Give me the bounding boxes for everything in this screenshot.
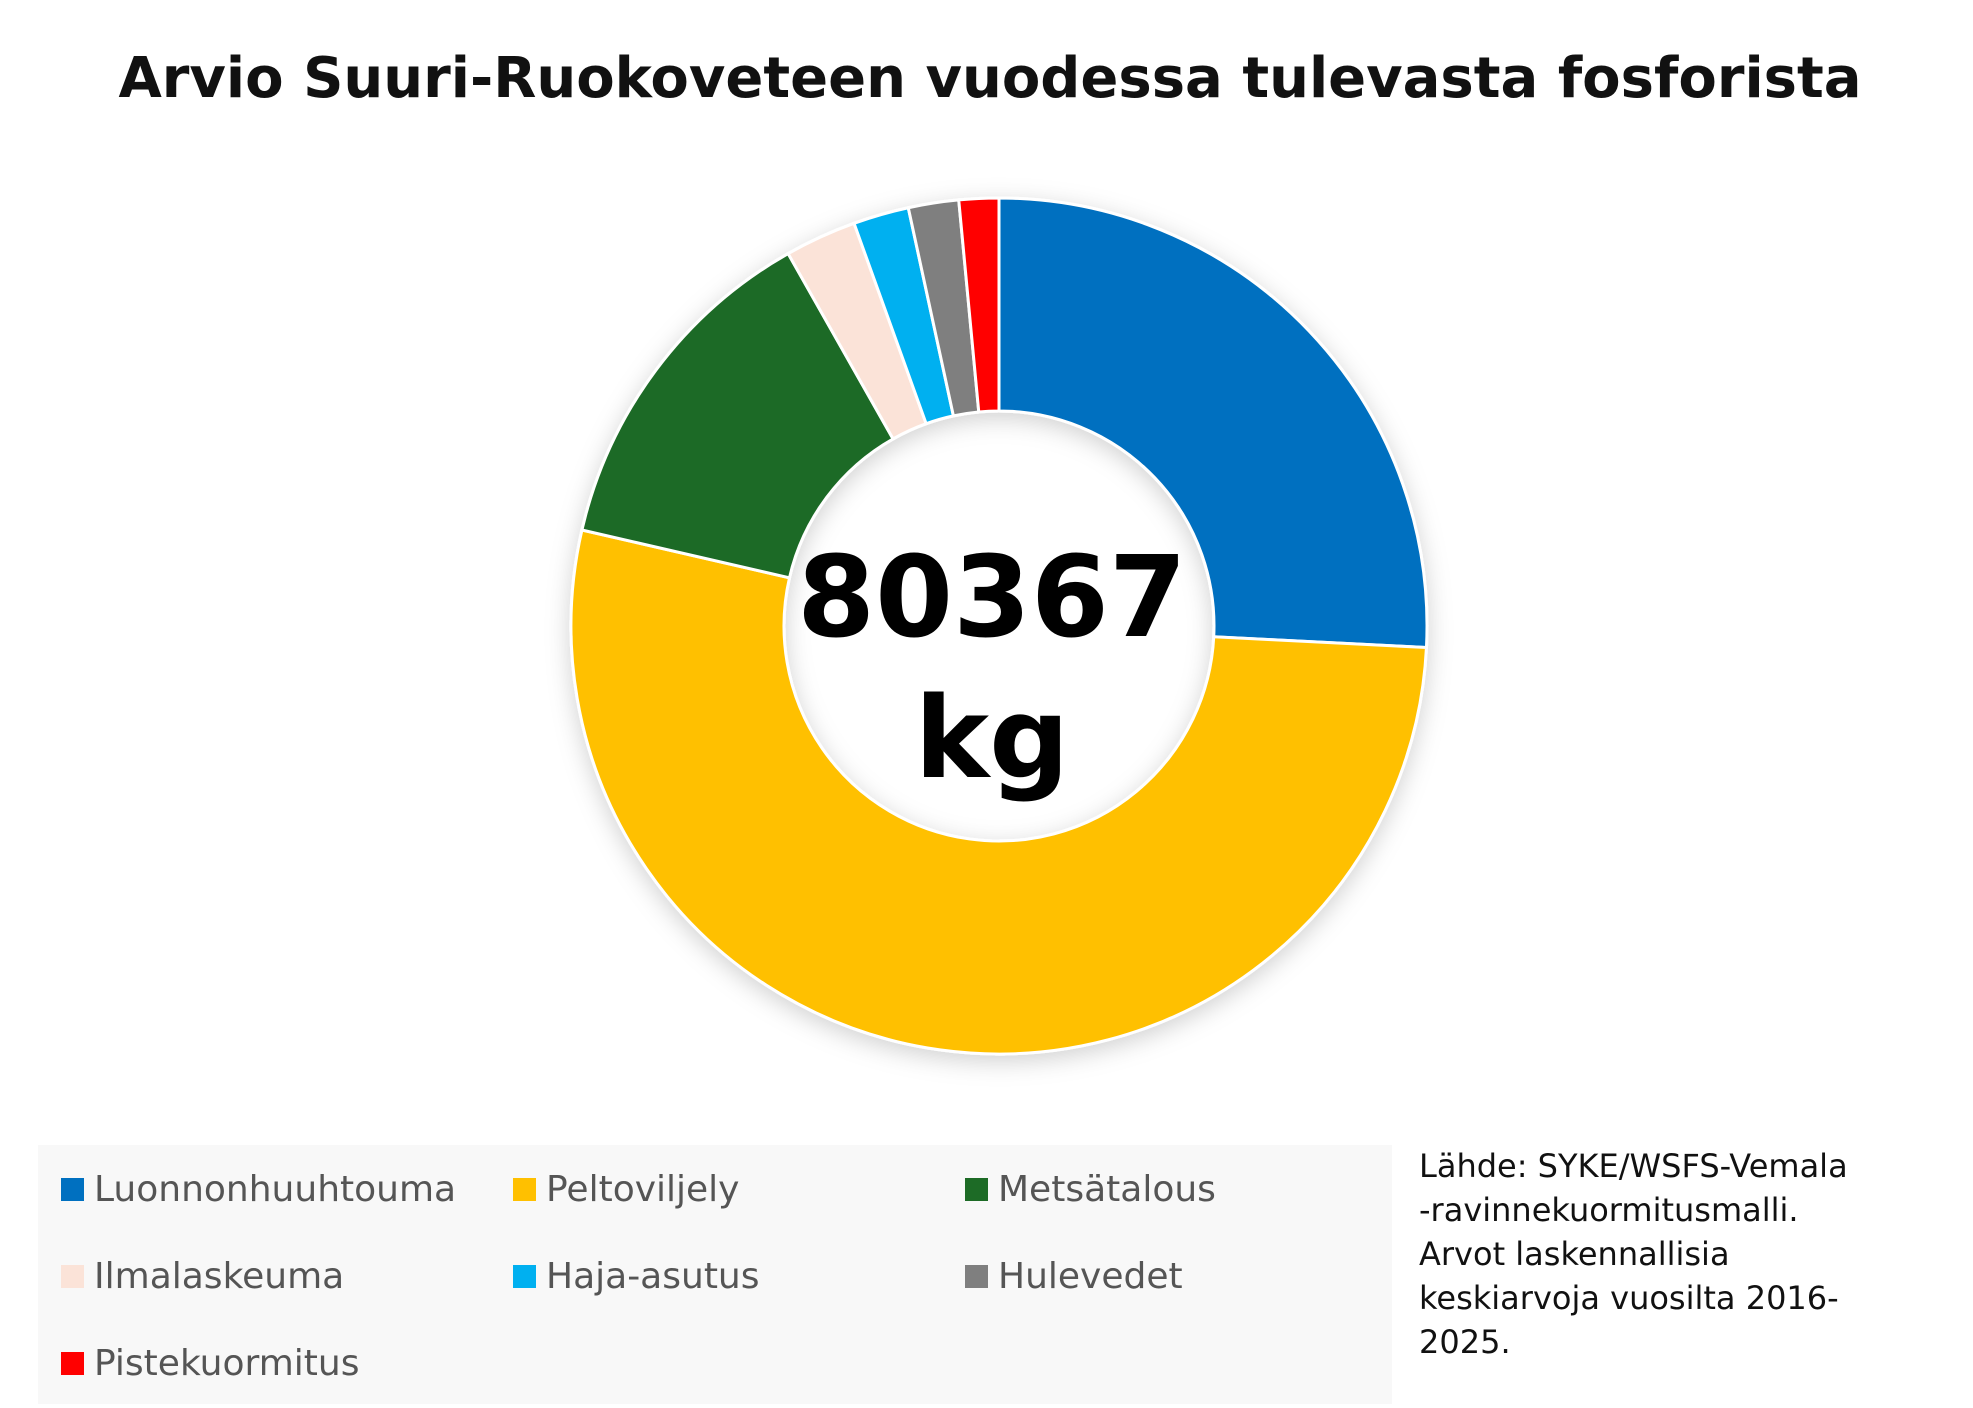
legend-label: Luonnonhuuhtouma xyxy=(94,1169,456,1210)
legend-label: Peltoviljely xyxy=(546,1169,739,1210)
legend-swatch xyxy=(965,1265,988,1288)
note-line: keskiarvoja vuosilta 2016- xyxy=(1419,1279,1839,1317)
donut-segment xyxy=(957,196,1001,414)
donut-segment xyxy=(580,251,896,580)
donut-segment xyxy=(569,528,1429,1056)
legend-swatch xyxy=(61,1178,84,1201)
donut-segment xyxy=(997,196,1429,650)
legend-label: Hulevedet xyxy=(998,1256,1183,1297)
center-value: 80367 xyxy=(797,533,1187,663)
center-unit: kg xyxy=(915,674,1070,804)
legend-label: Pistekuormitus xyxy=(94,1343,359,1384)
donut xyxy=(569,196,1429,1056)
legend-swatch xyxy=(61,1265,84,1288)
legend-swatch xyxy=(513,1265,536,1288)
legend-swatch xyxy=(965,1178,988,1201)
chart-title: Arvio Suuri-Ruokoveteen vuodessa tulevas… xyxy=(118,46,1861,111)
legend-box xyxy=(38,1145,1392,1404)
legend-label: Metsätalous xyxy=(998,1169,1216,1210)
note-line: -ravinnekuormitusmalli. xyxy=(1419,1191,1799,1229)
legend: Luonnonhuuhtouma Peltoviljely Metsätalous I… xyxy=(61,1169,1216,1384)
note-line: 2025. xyxy=(1419,1323,1511,1361)
legend-label: Haja-asutus xyxy=(546,1256,760,1297)
legend-swatch xyxy=(513,1178,536,1201)
legend-swatch xyxy=(61,1352,84,1375)
note: Lähde: SYKE/WSFS-Vemala -ravinnekuormitus… xyxy=(1419,1147,1848,1361)
note-line: Arvot laskennallisia xyxy=(1419,1235,1730,1273)
note-line: Lähde: SYKE/WSFS-Vemala xyxy=(1419,1147,1848,1185)
legend-label: Ilmalaskeuma xyxy=(94,1256,344,1297)
